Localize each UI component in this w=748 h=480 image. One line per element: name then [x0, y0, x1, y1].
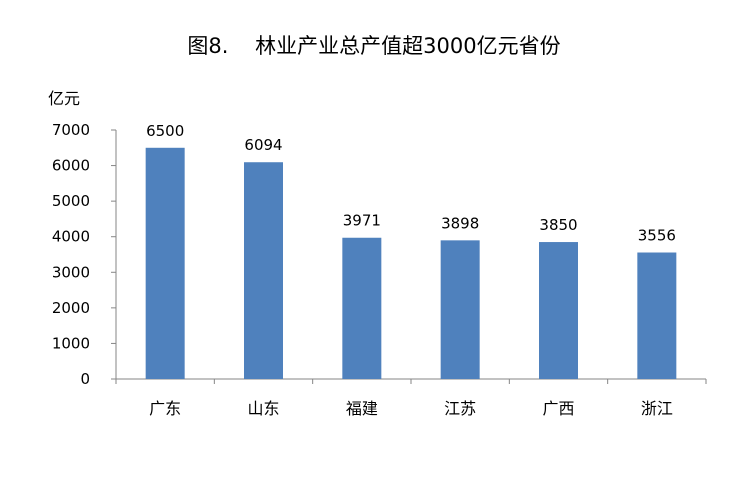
y-tick-label: 6000	[52, 157, 90, 175]
x-axis-labels: 广东 山东 福建 江苏 广西 浙江	[149, 399, 673, 418]
bar	[539, 242, 578, 379]
axes	[115, 130, 707, 384]
y-tick-label: 1000	[52, 334, 90, 352]
data-label: 3556	[638, 227, 676, 245]
bar	[244, 162, 283, 379]
bar	[440, 240, 480, 379]
x-category-label: 浙江	[641, 399, 673, 418]
y-tick-label: 4000	[52, 228, 90, 246]
data-label: 3850	[539, 216, 577, 234]
bars	[145, 147, 677, 379]
bar	[342, 237, 382, 379]
y-tick-label: 7000	[52, 121, 90, 139]
chart-title: 图8. 林业产业总产值超3000亿元省份	[187, 34, 561, 58]
data-labels: 6500 6094 3971 3898 3850 3556	[146, 122, 676, 245]
x-category-label: 福建	[346, 399, 378, 418]
data-label: 3898	[441, 214, 479, 232]
y-tick-label: 0	[80, 370, 90, 388]
data-label: 6500	[146, 122, 184, 140]
x-category-label: 广东	[149, 399, 181, 418]
y-axis-unit-label: 亿元	[48, 89, 80, 108]
data-label: 6094	[244, 136, 282, 154]
bar	[637, 252, 677, 379]
data-label: 3971	[343, 212, 381, 230]
y-tick-label: 5000	[52, 192, 90, 210]
x-category-label: 广西	[542, 399, 574, 418]
y-tick-label: 3000	[52, 263, 90, 281]
x-category-label: 江苏	[444, 399, 476, 418]
bar	[145, 147, 185, 379]
x-category-label: 山东	[247, 399, 279, 418]
y-axis-ticks: 0 1000 2000 3000 4000 5000 6000 7000	[52, 121, 116, 388]
y-tick-label: 2000	[52, 299, 90, 317]
